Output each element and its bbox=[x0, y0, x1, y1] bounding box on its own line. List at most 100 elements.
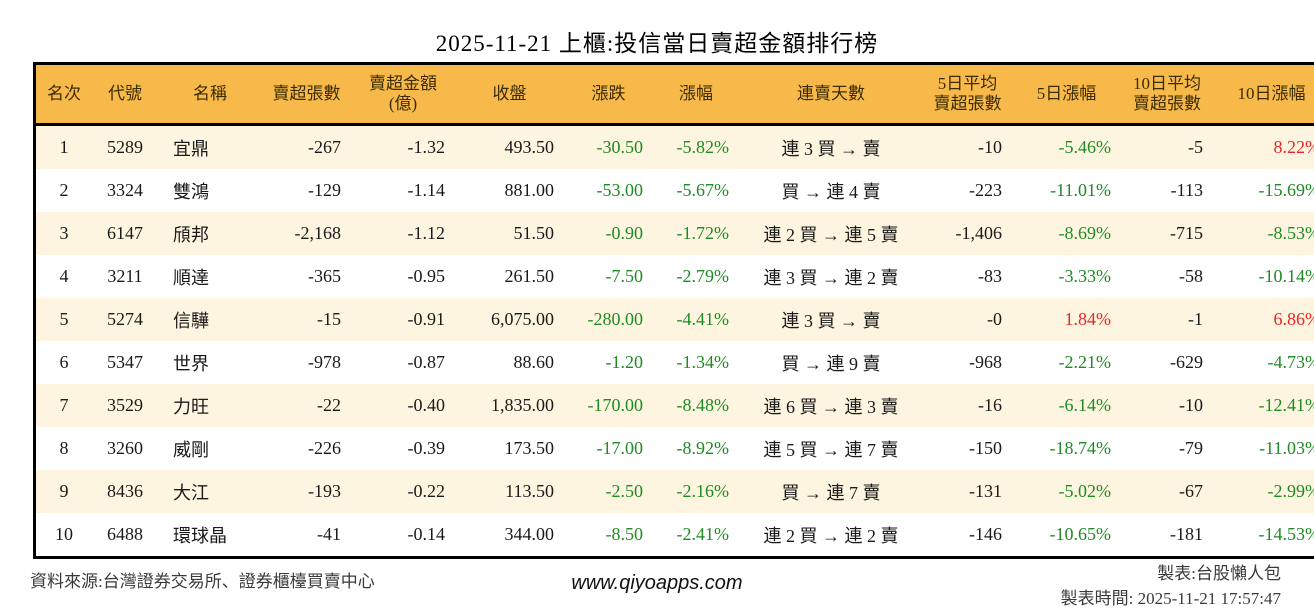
website-label: www.qiyoapps.com bbox=[571, 572, 743, 594]
cell-amount: -0.95 bbox=[407, 266, 446, 286]
cell-close: 261.50 bbox=[504, 266, 555, 286]
cell-lots: -22 bbox=[317, 395, 341, 415]
cell-avg10: -629 bbox=[1170, 352, 1203, 372]
col-header-name: 名稱 bbox=[158, 65, 262, 126]
cell-code: 5274 bbox=[107, 309, 143, 329]
cell-avg10: -58 bbox=[1179, 266, 1203, 286]
cell-pct10: -10.14% bbox=[1258, 266, 1314, 286]
ranking-table: 名次 代號 名稱 賣超張數 賣超金額 (億) 收盤 漲跌 漲幅 連賣天數 5日平均 賣超張數 5日漲… bbox=[36, 65, 1314, 556]
cell-close: 6,075.00 bbox=[491, 309, 554, 329]
cell-streak: 連 3 買 → 連 2 賣 bbox=[763, 267, 899, 288]
cell-lots: -978 bbox=[308, 352, 341, 372]
cell-code: 6488 bbox=[107, 524, 143, 544]
cell-amount: -0.39 bbox=[407, 438, 446, 458]
table-header: 名次 代號 名稱 賣超張數 賣超金額 (億) 收盤 漲跌 漲幅 連賣天數 5日平均 賣超張數 5日漲… bbox=[36, 65, 1314, 126]
col-header-avg5: 5日平均 賣超張數 bbox=[923, 65, 1012, 126]
cell-streak: 連 6 買 → 連 3 賣 bbox=[763, 396, 899, 417]
cell-streak: 連 2 買 → 連 2 賣 bbox=[763, 525, 899, 546]
header-row: 名次 代號 名稱 賣超張數 賣超金額 (億) 收盤 漲跌 漲幅 連賣天數 5日平均 賣超張數 5日漲… bbox=[36, 65, 1314, 126]
cell-pct5: -2.21% bbox=[1058, 352, 1112, 372]
cell-avg5: -10 bbox=[978, 137, 1002, 157]
cell-lots: -365 bbox=[308, 266, 341, 286]
cell-name: 威剛 bbox=[173, 439, 209, 460]
col-header-rank: 名次 bbox=[36, 65, 92, 126]
cell-streak: 買 → 連 9 賣 bbox=[781, 353, 881, 374]
cell-avg5: -223 bbox=[969, 180, 1002, 200]
cell-pct10: -2.99% bbox=[1267, 481, 1314, 501]
cell-avg5: -131 bbox=[969, 481, 1002, 501]
cell-change: -1.20 bbox=[605, 352, 644, 372]
table-row: 7 3529 力旺 -22 -0.40 1,835.00 -170.00 -8.48% 連 6 … bbox=[36, 384, 1314, 427]
cell-lots: -226 bbox=[308, 438, 341, 458]
cell-code: 6147 bbox=[107, 223, 143, 243]
table-row: 1 5289 宜鼎 -267 -1.32 493.50 -30.50 -5.82% 連 3 買 … bbox=[36, 124, 1314, 169]
cell-pct10: -15.69% bbox=[1258, 180, 1314, 200]
col-header-pct10: 10日漲幅 bbox=[1213, 65, 1314, 126]
cell-name: 世界 bbox=[173, 353, 209, 374]
cell-pct: -2.41% bbox=[676, 524, 730, 544]
cell-code: 8436 bbox=[107, 481, 143, 501]
cell-pct5: -5.46% bbox=[1058, 137, 1112, 157]
col-header-lots: 賣超張數 bbox=[262, 65, 351, 126]
cell-name: 環球晶 bbox=[173, 525, 227, 546]
cell-close: 493.50 bbox=[504, 137, 555, 157]
cell-streak: 買 → 連 4 賣 bbox=[781, 181, 881, 202]
cell-code: 5289 bbox=[107, 137, 143, 157]
cell-code: 3529 bbox=[107, 395, 143, 415]
cell-avg5: -1,406 bbox=[955, 223, 1003, 243]
cell-lots: -41 bbox=[317, 524, 341, 544]
cell-code: 3260 bbox=[107, 438, 143, 458]
cell-amount: -0.22 bbox=[407, 481, 446, 501]
cell-amount: -1.14 bbox=[407, 180, 446, 200]
cell-name: 力旺 bbox=[173, 396, 209, 417]
col-header-amount: 賣超金額 (億) bbox=[351, 65, 455, 126]
cell-pct5: -11.01% bbox=[1050, 180, 1111, 200]
table-row: 8 3260 威剛 -226 -0.39 173.50 -17.00 -8.92% 連 5 買 … bbox=[36, 427, 1314, 470]
cell-pct: -8.92% bbox=[676, 438, 730, 458]
cell-amount: -1.32 bbox=[407, 137, 446, 157]
cell-avg5: -968 bbox=[969, 352, 1002, 372]
table-row: 9 8436 大江 -193 -0.22 113.50 -2.50 -2.16% 買 → 連 7… bbox=[36, 470, 1314, 513]
cell-streak: 連 2 買 → 連 5 賣 bbox=[763, 224, 899, 245]
cell-rank: 10 bbox=[55, 524, 73, 544]
cell-avg10: -67 bbox=[1179, 481, 1203, 501]
table-row: 3 6147 頎邦 -2,168 -1.12 51.50 -0.90 -1.72% 連 2 買 … bbox=[36, 212, 1314, 255]
cell-pct10: -11.03% bbox=[1259, 438, 1314, 458]
ranking-table-container: 名次 代號 名稱 賣超張數 賣超金額 (億) 收盤 漲跌 漲幅 連賣天數 5日平均 賣超張數 5日漲… bbox=[33, 62, 1314, 559]
cell-close: 113.50 bbox=[505, 481, 554, 501]
cell-streak: 買 → 連 7 賣 bbox=[781, 482, 881, 503]
cell-pct10: -12.41% bbox=[1258, 395, 1314, 415]
cell-name: 信驊 bbox=[173, 310, 209, 331]
cell-pct: -4.41% bbox=[676, 309, 730, 329]
cell-avg10: -113 bbox=[1170, 180, 1203, 200]
cell-pct: -1.72% bbox=[676, 223, 730, 243]
cell-amount: -0.40 bbox=[407, 395, 446, 415]
cell-rank: 8 bbox=[59, 438, 69, 458]
cell-change: -2.50 bbox=[605, 481, 644, 501]
cell-lots: -15 bbox=[317, 309, 341, 329]
cell-amount: -1.12 bbox=[407, 223, 446, 243]
cell-avg10: -715 bbox=[1170, 223, 1203, 243]
cell-avg10: -5 bbox=[1188, 137, 1203, 157]
cell-amount: -0.91 bbox=[407, 309, 446, 329]
cell-pct5: -18.74% bbox=[1049, 438, 1112, 458]
table-row: 5 5274 信驊 -15 -0.91 6,075.00 -280.00 -4.41% 連 3 … bbox=[36, 298, 1314, 341]
cell-close: 51.50 bbox=[513, 223, 555, 243]
cell-pct10: -4.73% bbox=[1267, 352, 1314, 372]
cell-code: 5347 bbox=[107, 352, 143, 372]
cell-rank: 2 bbox=[59, 180, 69, 200]
cell-streak: 連 3 買 → 賣 bbox=[781, 138, 881, 159]
col-header-pct5: 5日漲幅 bbox=[1012, 65, 1121, 126]
col-header-code: 代號 bbox=[92, 65, 158, 126]
cell-avg10: -1 bbox=[1188, 309, 1203, 329]
timestamp-label: 製表時間: 2025-11-21 17:57:47 bbox=[1060, 588, 1281, 608]
table-row: 10 6488 環球晶 -41 -0.14 344.00 -8.50 -2.41% 連 2 買 … bbox=[36, 513, 1314, 556]
cell-close: 173.50 bbox=[504, 438, 555, 458]
cell-name: 大江 bbox=[173, 482, 209, 503]
cell-name: 頎邦 bbox=[173, 224, 209, 245]
cell-avg5: -0 bbox=[987, 309, 1002, 329]
maker-label: 製表:台股懶人包 bbox=[1157, 564, 1281, 583]
page-title: 2025-11-21 上櫃:投信當日賣超金額排行榜 bbox=[435, 31, 879, 56]
cell-close: 1,835.00 bbox=[491, 395, 554, 415]
cell-pct: -1.34% bbox=[676, 352, 730, 372]
